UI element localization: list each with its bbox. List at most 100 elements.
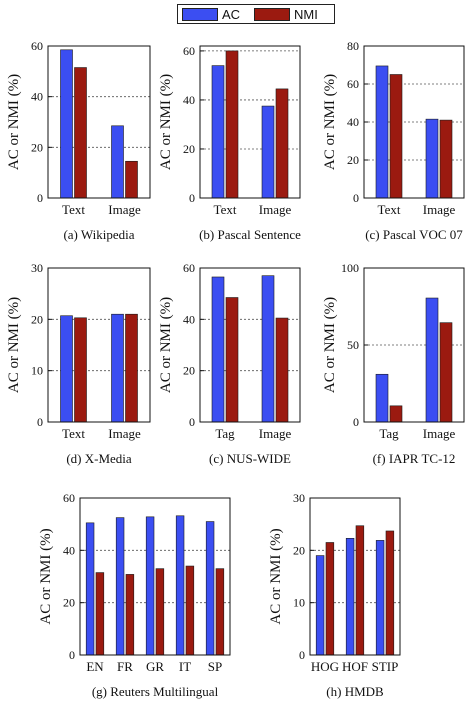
bar-ac-image [261,105,275,199]
y-tick-label: 20 [63,596,75,610]
axes-frame [199,267,301,423]
y-tick-label: 0 [37,415,43,429]
bar-ac-sp [205,521,215,656]
x-tick-label: IT [179,659,191,674]
chart-panel-2: Text Image 0 20 40 60 AC or NMI (%) (b) Pascal … [158,44,301,242]
bar-ac-text [60,315,73,423]
x-tick-label: Tag [215,426,235,441]
panel-caption: (a) Wikipedia [63,227,134,242]
x-tick-label: FR [117,659,133,674]
bar-nmi-en [95,572,105,656]
bar-nmi-image [275,317,289,423]
y-axis-label: AC or NMI (%) [322,297,338,393]
bar-nmi-stip [385,530,395,656]
bar-ac-hof [345,537,355,656]
bar-nmi-tag [389,405,403,423]
y-tick-label: 60 [347,77,359,91]
bar-nmi-image [439,119,453,199]
y-tick-label: 20 [183,364,195,378]
x-tick-label: Image [423,426,456,441]
bar-ac-hog [315,555,325,656]
bar-nmi-gr [155,568,165,656]
x-tick-label: Image [259,202,292,217]
panel-caption: (f) IAPR TC-12 [373,451,456,466]
panel-caption: (g) Reuters Multilingual [92,684,219,699]
y-tick-label: 100 [341,261,359,275]
x-tick-label: STIP [372,659,399,674]
y-tick-label: 60 [63,491,75,505]
bar-nmi-image [275,88,289,199]
axes-frame [79,497,231,656]
y-tick-label: 20 [31,140,43,154]
chart-panel-4: Text Image 0 10 20 30 AC or NMI (%) (d) X-Media [6,261,151,466]
panel-caption: (b) Pascal Sentence [199,227,301,242]
x-tick-label: EN [86,659,104,674]
bar-ac-image [425,297,439,423]
y-tick-label: 0 [353,191,359,205]
x-tick-label: SP [208,659,222,674]
bar-ac-image [261,275,275,423]
y-tick-label: 60 [31,39,43,53]
panel-caption: (c) Pascal VOC 07 [365,227,463,242]
y-axis-label: AC or NMI (%) [158,297,174,393]
chart-panel-5: Tag Image 0 20 40 60 AC or NMI (%) (c) NUS-WIDE [158,261,301,466]
y-tick-label: 40 [183,93,195,107]
legend-swatch-nmi [254,8,290,21]
x-tick-label: HOF [342,659,368,674]
axes-frame [309,497,401,656]
y-tick-label: 40 [63,543,75,557]
y-axis-label: AC or NMI (%) [158,74,174,170]
y-axis-label: AC or NMI (%) [38,528,54,624]
bar-ac-text [375,65,389,199]
bar-nmi-fr [125,574,135,656]
bar-ac-fr [115,517,125,656]
y-axis-label: AC or NMI (%) [6,74,22,170]
y-tick-label: 50 [347,338,359,352]
bar-ac-it [175,515,185,656]
bar-nmi-it [185,565,195,656]
y-tick-label: 0 [189,415,195,429]
x-tick-label: Image [108,202,141,217]
panel-caption: (d) X-Media [66,451,132,466]
panel-caption: (h) HMDB [326,684,384,699]
bar-ac-image [111,313,124,423]
bar-nmi-text [74,317,87,423]
y-axis-label: AC or NMI (%) [322,74,338,170]
chart-panel-8: HOG HOF STIP 0 10 20 30 AC or NMI (%) (h) HMDB [268,491,401,699]
bar-ac-en [85,522,95,656]
x-tick-label: Text [62,426,85,441]
chart-panel-3: Text Image 0 20 40 60 80 AC or NMI (%) (c) Pasca… [322,39,465,242]
y-tick-label: 0 [189,191,195,205]
bar-nmi-text [74,67,87,199]
y-tick-label: 40 [183,312,195,326]
y-tick-label: 0 [69,648,75,662]
x-tick-label: Tag [379,426,399,441]
chart-panel-1: Text Image 0 20 40 60 AC or NMI (%) (a) Wikiped… [6,39,151,242]
legend-item-nmi: NMI [254,7,318,22]
bar-ac-gr [145,516,155,656]
bar-nmi-text [389,74,403,199]
y-tick-label: 0 [37,191,43,205]
bar-ac-text [211,65,225,199]
y-axis-label: AC or NMI (%) [268,528,284,624]
bar-ac-tag [211,276,225,423]
x-tick-label: Image [259,426,292,441]
x-tick-label: GR [146,659,164,674]
legend: AC NMI [177,4,335,24]
bar-ac-text [60,49,73,199]
x-tick-label: HOG [311,659,339,674]
y-tick-label: 40 [31,90,43,104]
bar-ac-stip [375,540,385,656]
legend-swatch-ac [182,8,218,21]
axes-frame [47,267,151,423]
legend-item-ac: AC [182,7,240,22]
y-tick-label: 60 [183,261,195,275]
bar-nmi-text [225,50,239,199]
chart-panel-6: Tag Image 0 50 100 AC or NMI (%) (f) IAPR TC-1… [322,261,465,466]
bar-nmi-image [125,313,138,423]
x-tick-label: Image [108,426,141,441]
y-tick-label: 80 [347,39,359,53]
x-tick-label: Text [214,202,237,217]
y-tick-label: 30 [31,261,43,275]
